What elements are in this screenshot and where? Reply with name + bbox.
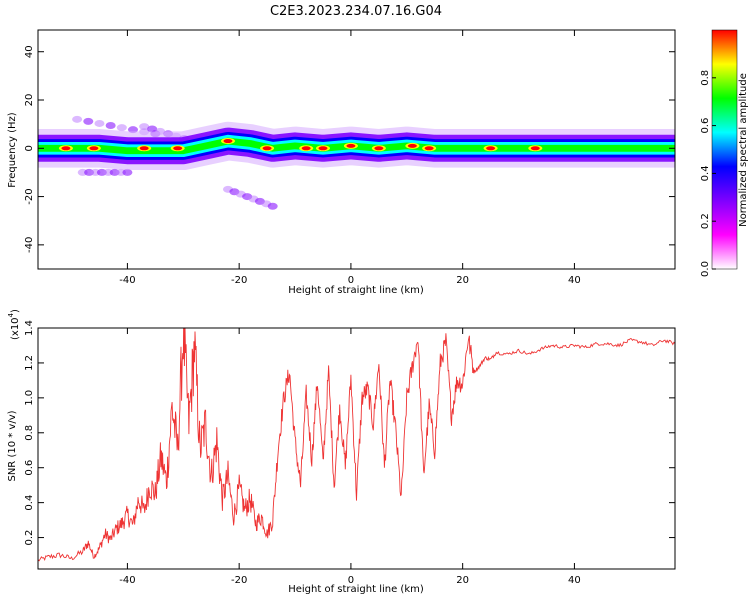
spectrogram-hotspot (374, 146, 384, 151)
spectrogram-blob (139, 123, 150, 131)
snr-ytick-label: 0.2 (24, 530, 35, 546)
spectrogram-xtick-label: 20 (456, 275, 469, 286)
spectrogram-hotspot (173, 146, 183, 151)
spectrogram-xlabel: Height of straight line (km) (288, 285, 424, 296)
spectrogram-hotspot (530, 146, 540, 151)
spectrogram-ytick-label: -20 (24, 188, 35, 204)
snr-ytick-label: 1.2 (24, 355, 35, 371)
snr-ytick-label: 1.4 (24, 320, 35, 336)
spectrogram-frame (37, 29, 676, 270)
snr-xtick-label: 40 (568, 575, 581, 586)
spectrogram-hotspot (223, 139, 233, 144)
spectrogram-blob (72, 115, 83, 123)
colorbar-tick-label: 0.2 (700, 213, 711, 229)
snr-panel: -40 -20 0 20 40 0.2 0.4 0.6 0.8 1.0 1.2 1.4 Height … (7, 309, 676, 595)
snr-xlabel: Height of straight line (km) (288, 584, 424, 595)
spectrogram-blob (116, 124, 127, 132)
snr-multiplier-exponent: 4 (7, 312, 15, 317)
spectrogram-blob (83, 117, 94, 125)
spectrogram-hotspot (301, 146, 311, 151)
spectrogram-blob (147, 125, 158, 133)
spectrogram-xtick-label: -20 (231, 275, 247, 286)
spectrogram-blob (94, 119, 105, 127)
snr-xtick-label: -40 (119, 575, 135, 586)
spectrogram-panel: -40 -20 0 20 40 -40 -20 0 20 40 Height of straigh… (7, 29, 676, 296)
snr-ylabel: SNR (10 * v/v) (7, 410, 18, 481)
spectrogram-xtick-label: 0 (348, 275, 354, 286)
snr-multiplier-base: (x10 (10, 317, 21, 340)
colorbar-label: Normalized spectral amplitude (738, 73, 749, 227)
snr-ytick-label: 1.0 (24, 390, 35, 406)
spectrogram-blob (267, 202, 278, 210)
spectrogram-band-layer (38, 137, 675, 155)
spectrogram-hotspot (89, 146, 99, 151)
colorbar-tick-label: 0.8 (700, 70, 711, 86)
spectrogram-hotspot (318, 146, 328, 151)
spectrogram-ytick-label: 40 (24, 45, 35, 58)
snr-ytick-label: 0.4 (24, 495, 35, 511)
spectrogram-hotspot (424, 146, 434, 151)
snr-ytick-label: 0.6 (24, 460, 35, 476)
snr-multiplier-close: ) (10, 309, 21, 313)
spectrogram-ytick-label: -40 (24, 237, 35, 253)
snr-ytick-label: 0.8 (24, 425, 35, 441)
spectrogram-hotspot (486, 146, 496, 151)
spectrogram-hotspot (139, 146, 149, 151)
spectrogram-blob (105, 122, 116, 130)
colorbar-bar (711, 29, 738, 270)
snr-multiplier: (x104) (7, 309, 21, 340)
spectrogram-ylabel: Frequency (Hz) (7, 112, 18, 188)
spectrogram-image (38, 115, 675, 210)
spectrogram-blob (122, 168, 133, 176)
colorbar-tick-label: 0.0 (700, 261, 711, 277)
snr-series-line (38, 328, 675, 562)
snr-plot-area (38, 328, 675, 569)
spectrogram-hotspot (407, 143, 417, 148)
spectrogram-xtick-label: 40 (568, 275, 581, 286)
spectrogram-hotspot (346, 143, 356, 148)
spectrogram-hotspot (61, 146, 71, 151)
snr-xtick-label: -20 (231, 575, 247, 586)
figure-title: C2E3.2023.234.07.16.G04 (270, 4, 442, 19)
spectrogram-ytick-label: 20 (24, 94, 35, 107)
snr-xtick-label: 20 (456, 575, 469, 586)
colorbar-tick-label: 0.4 (700, 165, 711, 181)
spectrogram-xtick-label: -40 (119, 275, 135, 286)
spectrogram-ytick-label: 0 (24, 145, 35, 151)
snr-frame (37, 327, 676, 570)
colorbar: 0.0 0.2 0.4 0.6 0.8 Normalized spectral ampl… (700, 29, 749, 277)
snr-xtick-label: 0 (348, 575, 354, 586)
colorbar-tick-label: 0.6 (700, 118, 711, 134)
spectrogram-hotspot (262, 146, 272, 151)
